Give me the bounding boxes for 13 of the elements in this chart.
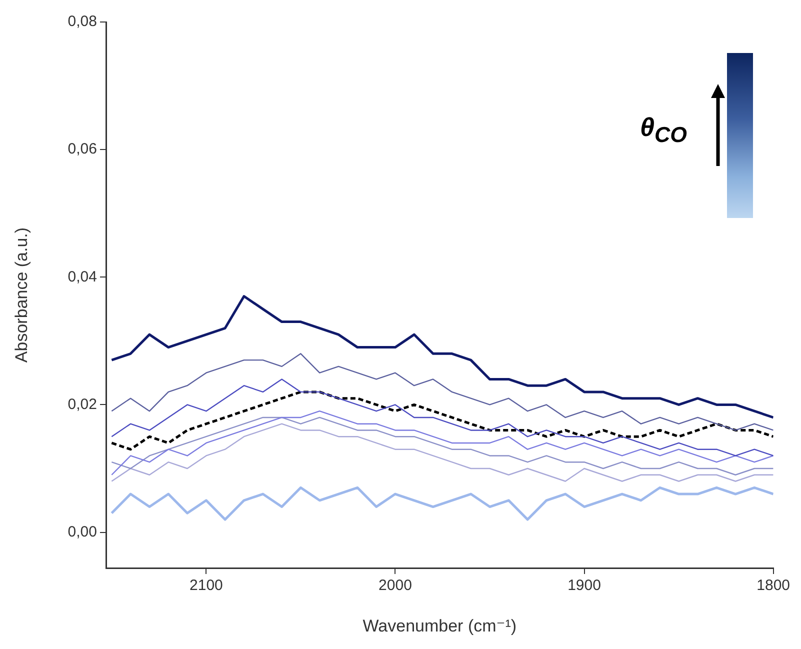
y-tick-label: 0,00 (68, 523, 97, 540)
x-tick-label: 2000 (378, 577, 412, 594)
x-tick-label: 2100 (190, 577, 223, 594)
line-series (110, 390, 774, 451)
y-tick-label: 0,04 (68, 268, 97, 286)
x-axis-title: Wavenumber (cm⁻¹) (362, 616, 517, 636)
y-tick-label: 0,06 (68, 140, 97, 158)
x-tick-label: 1800 (756, 577, 790, 594)
y-tick-label: 0,08 (68, 13, 97, 30)
y-tick-label: 0,02 (68, 396, 97, 413)
x-tick-label: 1900 (568, 577, 601, 594)
legend-title: θ$_{CO}$ (640, 112, 687, 148)
y-axis-title: Absorbance (a.u.) (12, 227, 31, 363)
